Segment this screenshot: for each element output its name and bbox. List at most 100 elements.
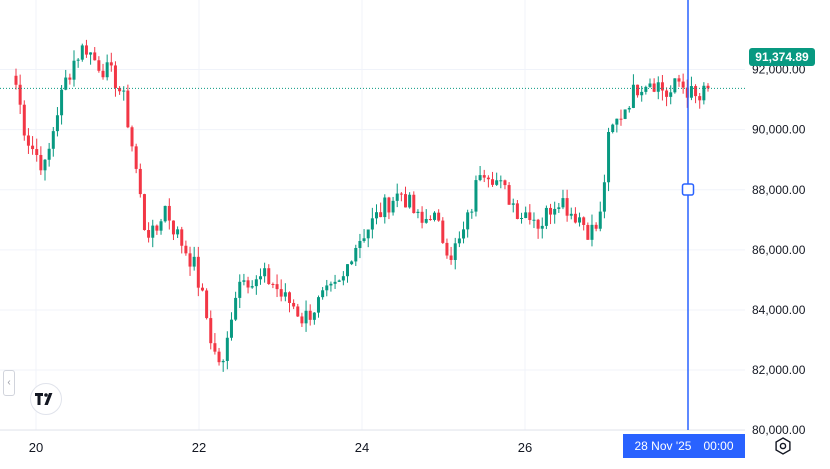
candle [532, 212, 536, 229]
candle [453, 237, 457, 270]
candle [43, 158, 47, 181]
candles-layer [14, 39, 710, 372]
candle [582, 216, 586, 231]
crosshair[interactable] [681, 0, 695, 430]
candle [113, 61, 117, 97]
candle [229, 312, 233, 341]
candle [333, 274, 337, 289]
candle [275, 274, 279, 298]
candle [250, 280, 254, 289]
candle [706, 83, 710, 92]
candle [656, 76, 660, 100]
candle [404, 186, 408, 208]
candle [142, 193, 146, 231]
candle [445, 238, 449, 259]
candle [611, 123, 615, 134]
candle [200, 283, 204, 292]
chevron-left-icon[interactable]: ‹ [3, 370, 15, 396]
candle [553, 201, 557, 224]
candle [549, 203, 553, 225]
candle [188, 246, 192, 276]
candle [466, 209, 470, 238]
candle [35, 138, 39, 162]
candle [171, 220, 175, 241]
candle [279, 279, 283, 302]
candle [428, 215, 432, 221]
candle [80, 43, 84, 62]
candle [503, 179, 507, 190]
grid [0, 0, 745, 431]
last-price-label: 91,374.89 [749, 48, 815, 66]
candle [84, 39, 88, 58]
candle [234, 291, 238, 322]
crosshair-handle[interactable] [681, 183, 695, 196]
candle [205, 288, 209, 320]
crosshair-date: 28 Nov '25 [634, 439, 692, 453]
candle [109, 52, 113, 72]
candle [433, 211, 437, 222]
candle [217, 347, 221, 366]
candle [39, 146, 43, 175]
candle [441, 217, 445, 244]
candle [18, 74, 22, 115]
candle [627, 106, 631, 113]
tradingview-logo[interactable] [27, 383, 65, 415]
candle [72, 50, 76, 87]
candle [387, 196, 391, 220]
candle [308, 304, 312, 326]
candle [283, 283, 287, 302]
candle [196, 246, 200, 297]
crosshair-time: 00:00 [703, 439, 734, 453]
candle [669, 85, 673, 105]
x-tick-label: 26 [518, 440, 532, 455]
candle [47, 142, 51, 167]
candle [366, 229, 370, 248]
candle [631, 74, 635, 109]
candle [93, 47, 97, 61]
candle [391, 196, 395, 216]
candle [254, 275, 258, 295]
candle [569, 207, 573, 220]
candle [134, 143, 138, 174]
candle [68, 73, 72, 85]
candle [474, 175, 478, 217]
candle [437, 209, 441, 222]
x-axis: 20 22 24 26 [29, 440, 532, 455]
candle [26, 128, 30, 154]
candle [76, 58, 80, 68]
candle [213, 333, 217, 355]
candle [31, 136, 35, 155]
candle [97, 56, 101, 73]
candle [598, 201, 602, 232]
candle [449, 246, 453, 265]
y-tick-label: 92,000.00 [752, 63, 806, 77]
candle [22, 100, 26, 141]
candle [594, 222, 598, 232]
candle [648, 78, 652, 88]
candle [557, 202, 561, 213]
candle [499, 175, 503, 189]
candle [159, 218, 163, 235]
candle [155, 224, 159, 235]
candle [470, 208, 474, 219]
candle [358, 233, 362, 259]
candle [300, 312, 304, 327]
gear-icon[interactable] [773, 436, 793, 456]
candle [673, 78, 677, 94]
candle [395, 183, 399, 208]
candle [623, 109, 627, 120]
candle [242, 273, 246, 286]
candle [354, 244, 358, 266]
candle [329, 281, 333, 292]
candle [147, 222, 151, 243]
candle [491, 171, 495, 187]
candle [312, 312, 316, 325]
candle [89, 52, 93, 65]
candle [399, 192, 403, 202]
candle [578, 212, 582, 227]
y-tick-label: 90,000.00 [752, 123, 806, 137]
candle [258, 268, 262, 285]
candle [515, 200, 519, 220]
candle [520, 212, 524, 224]
